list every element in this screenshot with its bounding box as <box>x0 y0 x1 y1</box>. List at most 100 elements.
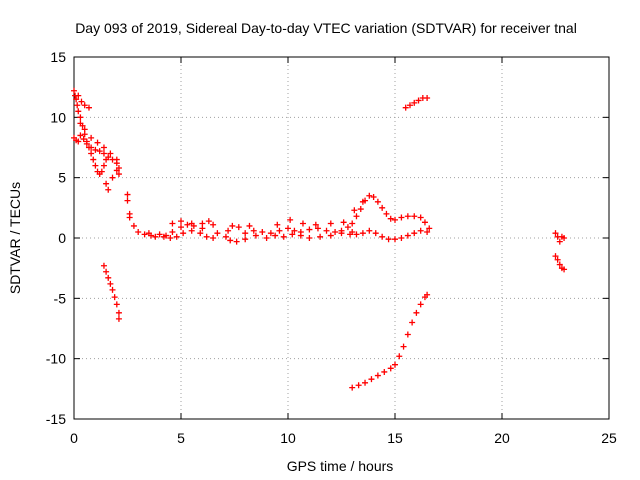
series-5 <box>100 262 122 322</box>
data-point <box>98 168 105 175</box>
data-point <box>368 376 375 383</box>
data-point <box>417 227 424 234</box>
data-point <box>274 221 281 228</box>
data-point <box>81 126 88 133</box>
series-4 <box>402 95 431 111</box>
data-point <box>250 227 257 234</box>
data-point <box>210 235 217 241</box>
data-point <box>392 216 398 223</box>
data-point <box>92 162 99 169</box>
data-point <box>83 140 90 147</box>
data-point <box>366 227 373 234</box>
data-point <box>242 236 249 243</box>
data-point <box>167 235 174 241</box>
data-point <box>96 148 103 155</box>
data-point <box>178 218 184 225</box>
data-point <box>396 353 403 360</box>
x-tick-label: 0 <box>70 430 78 446</box>
data-point <box>370 193 377 200</box>
series-3 <box>349 192 433 243</box>
data-point <box>100 262 107 269</box>
data-point <box>77 132 84 139</box>
y-tick-label: 5 <box>58 170 66 186</box>
data-point <box>214 230 221 237</box>
x-axis-label: GPS time / hours <box>287 458 394 474</box>
data-point <box>94 139 101 146</box>
y-axis-label: SDTVAR / TECUs <box>7 182 23 294</box>
data-point <box>152 233 159 240</box>
data-point <box>203 233 210 240</box>
data-point <box>75 92 82 99</box>
data-point <box>259 228 266 235</box>
data-point <box>169 220 176 227</box>
data-point <box>357 206 364 213</box>
y-tick-label: -15 <box>46 411 66 427</box>
data-point <box>130 222 137 229</box>
x-tick-label: 5 <box>177 430 185 446</box>
x-tick-label: 25 <box>601 430 617 446</box>
data-point <box>103 180 110 187</box>
data-point <box>71 87 77 94</box>
y-tick-label: 10 <box>50 109 66 125</box>
data-point <box>332 228 339 235</box>
data-point <box>349 384 356 391</box>
data-point <box>404 331 411 338</box>
data-point <box>272 232 279 239</box>
data-point <box>135 228 142 235</box>
data-point <box>113 167 120 174</box>
data-point <box>188 227 195 234</box>
data-point <box>383 210 390 217</box>
data-point <box>235 224 242 231</box>
series-7 <box>552 230 568 273</box>
data-point <box>263 235 270 241</box>
data-point <box>306 226 313 233</box>
data-point <box>392 236 398 243</box>
data-point <box>379 233 386 240</box>
data-point <box>327 220 334 227</box>
data-point <box>85 104 92 111</box>
data-point <box>349 220 356 227</box>
data-point <box>362 379 369 386</box>
data-point <box>111 294 118 301</box>
data-point <box>426 225 433 232</box>
data-point <box>306 235 313 241</box>
data-point <box>344 224 351 231</box>
data-point <box>387 215 394 222</box>
data-point <box>242 230 249 237</box>
data-point <box>141 231 148 238</box>
data-point <box>415 97 422 104</box>
data-point <box>402 104 409 111</box>
data-point <box>105 274 112 281</box>
data-point <box>75 108 82 115</box>
data-point <box>113 156 120 163</box>
data-point <box>314 225 321 232</box>
data-point <box>404 232 411 239</box>
data-point <box>417 301 424 308</box>
data-point <box>327 232 334 239</box>
data-point <box>409 319 416 326</box>
data-point <box>424 291 431 298</box>
data-point <box>424 228 431 235</box>
data-point <box>75 138 82 145</box>
data-point <box>107 150 114 157</box>
data-point <box>107 280 114 287</box>
data-point <box>90 156 97 163</box>
data-point <box>115 171 122 178</box>
data-point <box>404 213 411 220</box>
data-point <box>359 230 366 237</box>
data-point <box>561 235 568 241</box>
data-point <box>385 236 392 243</box>
data-point <box>103 268 110 275</box>
data-point <box>312 221 319 228</box>
data-point <box>366 192 373 199</box>
data-point <box>78 98 85 105</box>
series-0 <box>71 87 122 193</box>
data-point <box>411 99 418 106</box>
data-point <box>145 230 152 237</box>
data-point <box>233 238 240 245</box>
data-point <box>411 230 418 237</box>
data-point <box>113 301 120 308</box>
data-point <box>285 225 291 232</box>
data-point <box>88 144 95 151</box>
